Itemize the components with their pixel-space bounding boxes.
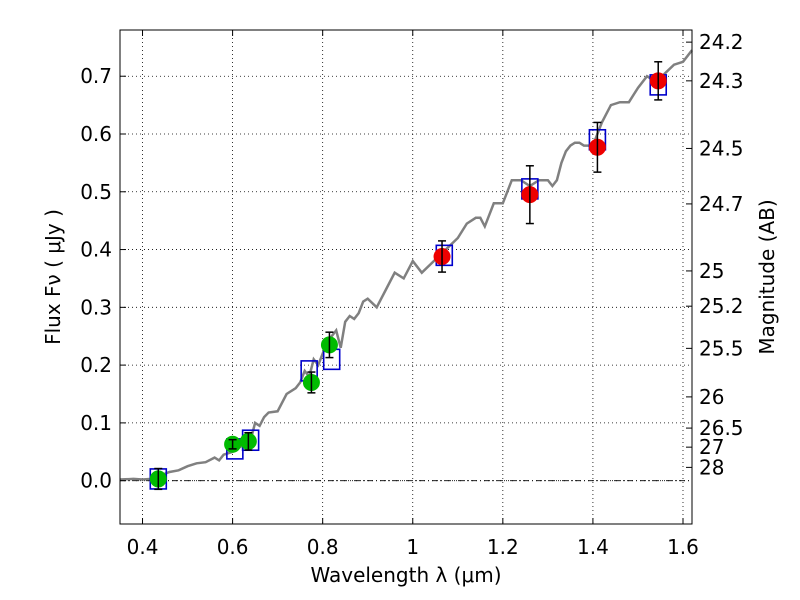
right-tick-label: 25.5	[699, 336, 744, 360]
ticks-layer: 0.4 0.6 0.8 1 1.2 1.4 1.6 0.0 0.1 0.2 0.3 0.4 0.5 0.6…	[80, 30, 744, 559]
x-tick-label: 1	[406, 535, 419, 559]
right-tick-label: 25.2	[699, 294, 744, 318]
right-tick-label: 24.3	[699, 69, 744, 93]
x-tick-label: 1.2	[487, 535, 519, 559]
x-axis-label: Wavelength λ (μm)	[310, 563, 501, 587]
y-tick-label: 0.3	[80, 295, 112, 319]
right-tick-label: 24.2	[699, 30, 744, 54]
y-tick-label: 0.6	[80, 122, 112, 146]
right-tick-label: 24.7	[699, 192, 744, 216]
right-tick-label: 26	[699, 385, 724, 409]
sed-curve-layer	[119, 49, 693, 481]
right-tick-label: 28	[699, 455, 724, 479]
plot-frame	[119, 29, 693, 525]
x-tick-label: 0.6	[217, 535, 249, 559]
y-tick-label: 0.0	[80, 469, 112, 493]
y-tick-label: 0.2	[80, 353, 112, 377]
y-tick-label: 0.7	[80, 64, 112, 88]
y-axis-label: Flux Fν ( μJy )	[41, 209, 65, 345]
y-tick-label: 0.1	[80, 411, 112, 435]
y-tick-label: 0.4	[80, 238, 112, 262]
plot-background	[120, 30, 692, 524]
y-right-axis-label: Magnitude (AB)	[755, 199, 779, 354]
right-tick-label: 24.5	[699, 136, 744, 160]
y-right-axis-label-group: Magnitude (AB)	[755, 199, 779, 354]
y-axis-label-group: Flux Fν ( μJy )	[41, 209, 65, 345]
sed-curve-line	[119, 49, 693, 481]
x-tick-label: 1.4	[577, 535, 609, 559]
right-tick-label: 26.5	[699, 416, 744, 440]
markers-layer	[149, 61, 668, 491]
right-tick-label: 25	[699, 259, 724, 283]
right-tick-label: 27	[699, 435, 724, 459]
x-tick-label: 0.4	[127, 535, 159, 559]
x-tick-label: 1.6	[667, 535, 699, 559]
x-tick-label: 0.8	[307, 535, 339, 559]
y-tick-label: 0.5	[80, 180, 112, 204]
